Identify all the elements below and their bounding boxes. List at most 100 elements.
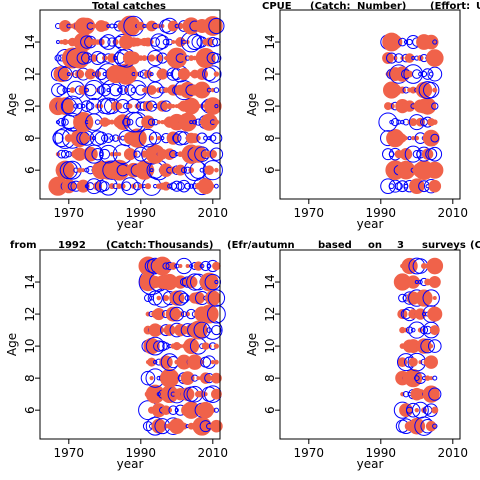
bubble-negative [91, 136, 97, 141]
bubble-positive [115, 102, 123, 110]
bubble-positive [81, 168, 86, 173]
y-tick-label: 12 [263, 306, 277, 321]
bubble-negative [109, 83, 122, 97]
y-tick-label: 14 [23, 274, 37, 289]
bubble-negative [430, 133, 440, 143]
bubble-positive [429, 344, 434, 349]
bubble-positive [213, 119, 220, 125]
bubble-negative [109, 23, 115, 29]
bubble-negative [209, 147, 224, 161]
bubble-positive [210, 360, 215, 365]
bubble-positive [213, 343, 219, 349]
plot-frame [39, 9, 221, 200]
bubble-negative [408, 321, 426, 339]
y-tick-label: 8 [263, 134, 277, 142]
bubble-negative [204, 65, 222, 83]
x-tick-label: 1990 [126, 206, 157, 220]
svg-text:3: 3 [397, 240, 404, 251]
bubble-positive [55, 160, 75, 180]
bubble-negative [153, 340, 165, 352]
bubble-positive [83, 146, 98, 162]
bubble-negative [432, 375, 438, 381]
bubble-positive [196, 376, 201, 381]
x-tick-label: 2010 [438, 446, 469, 460]
bubble-positive [199, 272, 219, 292]
bubble-negative [122, 117, 131, 127]
bubble-negative [73, 103, 79, 109]
bubble-positive [417, 422, 424, 430]
y-axis-label: Age [245, 93, 259, 116]
bubble-negative [196, 132, 208, 144]
bubble-negative [206, 51, 220, 65]
bubble-negative [382, 148, 394, 161]
bubble-positive [76, 179, 90, 193]
bubble-negative [109, 135, 115, 141]
bubbles-p2 [378, 32, 444, 194]
x-axis-label: year [357, 217, 384, 231]
panel-p1: 1970 1990 2010 6 8 10 12 14 year Age [5, 9, 228, 231]
bubble-positive [169, 290, 185, 306]
bubble-negative [91, 147, 104, 161]
y-tick-label: 12 [23, 66, 37, 81]
bubble-positive [85, 68, 96, 80]
bubble-positive [69, 47, 90, 69]
bubble-negative [428, 387, 442, 401]
bubble-negative [168, 405, 178, 415]
bubble-positive [204, 165, 214, 175]
bubble-positive [428, 276, 441, 289]
bubble-positive [156, 136, 161, 141]
bubble-positive [146, 85, 157, 95]
bubble-negative [142, 421, 154, 432]
bubble-positive [147, 357, 157, 367]
y-axis-label: Age [5, 333, 19, 356]
bubble-negative [184, 182, 192, 190]
y-tick-label: 10 [23, 338, 37, 353]
bubble-positive [188, 167, 195, 174]
bubble-positive [141, 163, 155, 177]
bubble-positive [210, 407, 216, 413]
bubble-positive [432, 87, 438, 93]
x-axis-label: year [117, 457, 144, 471]
svg-text:(Catch:: (Catch: [106, 240, 146, 251]
bubble-negative [57, 149, 66, 159]
bubble-positive [422, 385, 440, 403]
x-tick-label: 2010 [198, 446, 229, 460]
bubble-positive [99, 21, 110, 31]
bubble-positive [407, 152, 412, 157]
bubble-negative [60, 98, 77, 115]
bubble-negative [162, 38, 170, 46]
bubble-positive [185, 264, 190, 269]
bubble-negative [57, 117, 66, 127]
bubble-negative [178, 292, 190, 304]
bubble-positive [210, 311, 216, 317]
bubble-negative [99, 36, 111, 48]
bubble-negative [427, 66, 443, 82]
bubble-positive [404, 136, 408, 141]
y-tick-label: 10 [263, 98, 277, 113]
bubble-positive [406, 70, 414, 78]
y-tick-label: 12 [263, 66, 277, 81]
bubble-negative [56, 40, 60, 45]
bubble-positive [189, 145, 207, 163]
bubble-positive [424, 355, 439, 369]
bubble-negative [167, 72, 172, 77]
panel1-title: Total catches [92, 1, 166, 12]
bubble-negative [80, 100, 93, 113]
bubble-positive [148, 54, 156, 62]
bubble-positive [396, 160, 416, 180]
bubble-negative [420, 338, 435, 354]
bubble-positive [125, 69, 135, 79]
bubble-positive [414, 407, 419, 413]
bubble-negative [172, 290, 189, 306]
bubble-negative [144, 294, 152, 303]
bubble-positive [425, 295, 431, 301]
bubble-negative [169, 150, 178, 159]
bubble-negative [207, 289, 226, 307]
bubble-positive [59, 20, 72, 33]
bubble-positive [178, 344, 183, 349]
bubble-negative [432, 39, 438, 45]
y-tick-label: 10 [263, 338, 277, 353]
bubble-negative [149, 72, 154, 77]
bubble-positive [142, 136, 147, 141]
